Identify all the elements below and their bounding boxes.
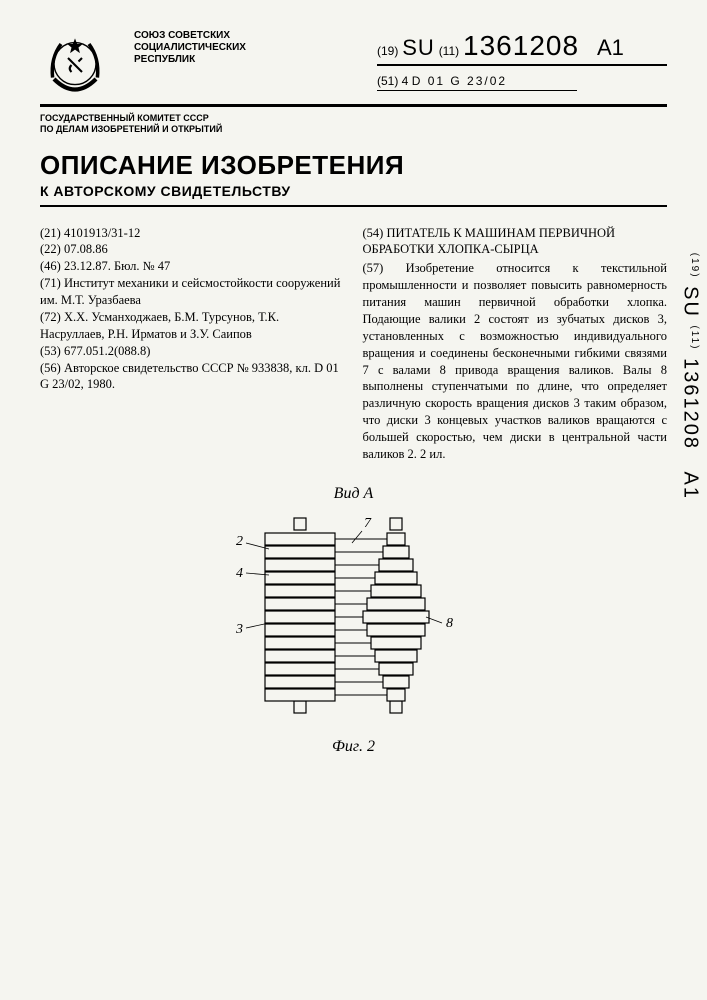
ipc-prefix: (51) 4 xyxy=(377,74,408,88)
side-kind: A1 xyxy=(679,472,701,500)
emblem-column xyxy=(40,30,130,100)
pub-underline xyxy=(377,64,667,66)
svg-text:3: 3 xyxy=(235,622,243,637)
udc-classification: (53) 677.051.2(088.8) xyxy=(40,343,345,360)
side-prefix: (19) xyxy=(689,253,700,279)
figure-block: Вид А xyxy=(40,485,667,756)
header-row: СОЮЗ СОВЕТСКИХ СОЦИАЛИСТИЧЕСКИХ РЕСПУБЛИ… xyxy=(40,30,667,107)
invention-title: (54) ПИТАТЕЛЬ К МАШИНАМ ПЕРВИЧНОЙ ОБРАБО… xyxy=(363,225,668,259)
cited-documents: (56) Авторское свидетельство СССР № 9338… xyxy=(40,360,345,394)
number-prefix: (11) xyxy=(439,44,459,58)
kind-code: A1 xyxy=(597,35,624,60)
application-number: (21) 4101913/31-12 xyxy=(40,225,345,242)
ipc-line: (51) 4 D 01 G 23/02 xyxy=(377,74,667,88)
ipc-code: D 01 G 23/02 xyxy=(412,74,507,88)
right-column: (54) ПИТАТЕЛЬ К МАШИНАМ ПЕРВИЧНОЙ ОБРАБО… xyxy=(363,225,668,465)
document-title: ОПИСАНИЕ ИЗОБРЕТЕНИЯ xyxy=(40,150,667,181)
country-code: SU xyxy=(402,35,435,60)
publication-date: (46) 23.12.87. Бюл. № 47 xyxy=(40,258,345,275)
figure-caption: Фиг. 2 xyxy=(40,738,667,756)
publication-number-line: (19) SU (11) 1361208 A1 xyxy=(377,30,667,62)
side-publication-code: (19) SU (11) 1361208 A1 xyxy=(678,253,701,500)
inventors: (72) Х.Х. Усманходжаев, Б.М. Турсунов, Т… xyxy=(40,309,345,343)
applicant: (71) Институт механики и сейсмостойкости… xyxy=(40,275,345,309)
view-label: Вид А xyxy=(40,485,667,503)
publication-codes: (19) SU (11) 1361208 A1 (51) 4 D 01 G 23… xyxy=(377,30,667,91)
document-subtitle: К АВТОРСКОМУ СВИДЕТЕЛЬСТВУ xyxy=(40,183,667,207)
publication-number: 1361208 xyxy=(463,30,579,61)
patent-page: СОЮЗ СОВЕТСКИХ СОЦИАЛИСТИЧЕСКИХ РЕСПУБЛИ… xyxy=(0,0,707,1000)
committee-label: ГОСУДАРСТВЕННЫЙ КОМИТЕТ СССР ПО ДЕЛАМ ИЗ… xyxy=(40,113,667,136)
country-prefix: (19) xyxy=(377,44,398,58)
side-number: 1361208 xyxy=(679,358,701,450)
body-columns: (21) 4101913/31-12 (22) 07.08.86 (46) 23… xyxy=(40,225,667,465)
svg-text:7: 7 xyxy=(364,516,372,531)
figure-diagram-icon: 2 4 3 7 8 xyxy=(224,503,484,733)
union-label: СОЮЗ СОВЕТСКИХ СОЦИАЛИСТИЧЕСКИХ РЕСПУБЛИ… xyxy=(134,30,334,66)
side-infix: (11) xyxy=(689,325,700,350)
svg-text:2: 2 xyxy=(236,534,243,549)
ussr-emblem-icon xyxy=(40,30,110,100)
left-column: (21) 4101913/31-12 (22) 07.08.86 (46) 23… xyxy=(40,225,345,465)
ipc-underline xyxy=(377,90,577,91)
filing-date: (22) 07.08.86 xyxy=(40,241,345,258)
svg-text:4: 4 xyxy=(236,566,243,581)
abstract-body: (57) Изобретение относится к текстильной… xyxy=(363,260,668,463)
side-country: SU xyxy=(679,286,701,318)
svg-text:8: 8 xyxy=(446,616,453,631)
